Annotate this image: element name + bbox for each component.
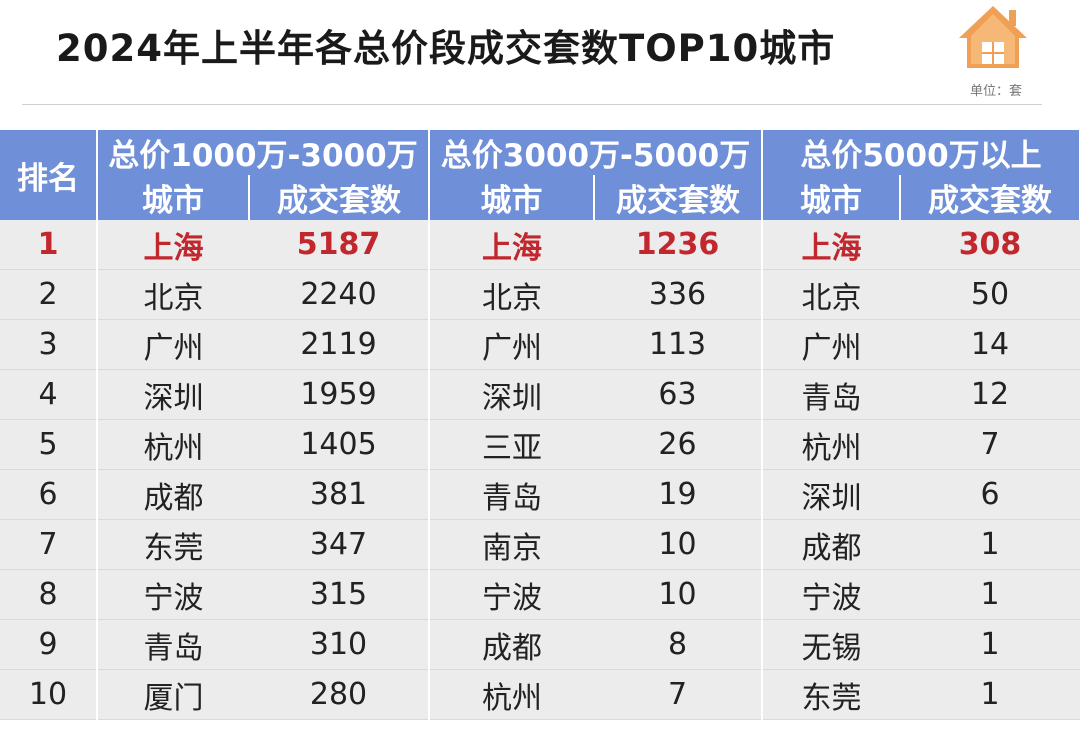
table-row: 3 广州 2119 广州 113 广州 14 <box>0 319 1080 370</box>
count-cell: 7 <box>594 669 763 720</box>
rank-cell: 5 <box>0 419 98 470</box>
city-cell: 杭州 <box>97 419 249 470</box>
count-cell: 50 <box>900 269 1080 320</box>
column-header: 成交套数 <box>249 175 430 220</box>
city-cell: 宁波 <box>762 569 900 620</box>
rank-cell: 6 <box>0 469 98 520</box>
count-cell: 2119 <box>249 319 430 370</box>
rank-cell: 7 <box>0 519 98 570</box>
count-cell: 315 <box>249 569 430 620</box>
rank-cell: 1 <box>0 220 98 270</box>
city-cell: 无锡 <box>762 619 900 670</box>
table-body: 1 上海 5187 上海 1236 上海 308 2 北京 2240 北京 336 北京 50 3 广州 211… <box>0 220 1080 720</box>
rank-cell: 2 <box>0 269 98 320</box>
city-cell: 北京 <box>762 269 900 320</box>
unit-label: 单位：套 <box>970 84 1023 99</box>
count-cell: 10 <box>594 569 763 620</box>
count-cell: 1405 <box>249 419 430 470</box>
city-cell: 北京 <box>97 269 249 320</box>
table-row: 9 青岛 310 成都 8 无锡 1 <box>0 619 1080 670</box>
count-cell: 310 <box>249 619 430 670</box>
count-cell: 63 <box>594 369 763 420</box>
count-cell: 2240 <box>249 269 430 320</box>
count-cell: 1 <box>900 669 1080 720</box>
city-cell: 上海 <box>762 220 900 270</box>
city-cell: 广州 <box>762 319 900 370</box>
city-cell: 成都 <box>762 519 900 570</box>
rank-cell: 10 <box>0 669 98 720</box>
column-header: 城市 <box>97 175 250 220</box>
count-cell: 5187 <box>249 220 430 270</box>
table-row: 7 东莞 347 南京 10 成都 1 <box>0 519 1080 570</box>
count-cell: 1 <box>900 569 1080 620</box>
table-row: 2 北京 2240 北京 336 北京 50 <box>0 269 1080 320</box>
count-cell: 12 <box>900 369 1080 420</box>
count-cell: 8 <box>594 619 763 670</box>
table-row: 1 上海 5187 上海 1236 上海 308 <box>0 220 1080 270</box>
table-row: 4 深圳 1959 深圳 63 青岛 12 <box>0 369 1080 420</box>
count-cell: 6 <box>900 469 1080 520</box>
count-cell: 381 <box>249 469 430 520</box>
city-cell: 青岛 <box>762 369 900 420</box>
city-cell: 广州 <box>97 319 249 370</box>
group-header: 总价1000万-3000万 <box>97 130 430 175</box>
city-cell: 成都 <box>97 469 249 520</box>
count-cell: 1236 <box>594 220 763 270</box>
city-cell: 深圳 <box>762 469 900 520</box>
count-cell: 113 <box>594 319 763 370</box>
city-cell: 青岛 <box>97 619 249 670</box>
count-cell: 308 <box>900 220 1080 270</box>
table-row: 8 宁波 315 宁波 10 宁波 1 <box>0 569 1080 620</box>
rank-cell: 3 <box>0 319 98 370</box>
table-row: 6 成都 381 青岛 19 深圳 6 <box>0 469 1080 520</box>
city-cell: 北京 <box>429 269 594 320</box>
count-cell: 10 <box>594 519 763 570</box>
count-cell: 7 <box>900 419 1080 470</box>
city-cell: 上海 <box>429 220 594 270</box>
city-cell: 深圳 <box>429 369 594 420</box>
house-icon <box>959 6 1027 68</box>
city-cell: 厦门 <box>97 669 249 720</box>
city-cell: 宁波 <box>429 569 594 620</box>
city-cell: 杭州 <box>429 669 594 720</box>
city-cell: 宁波 <box>97 569 249 620</box>
city-cell: 杭州 <box>762 419 900 470</box>
count-cell: 347 <box>249 519 430 570</box>
city-cell: 深圳 <box>97 369 249 420</box>
count-cell: 19 <box>594 469 763 520</box>
city-cell: 东莞 <box>97 519 249 570</box>
count-cell: 14 <box>900 319 1080 370</box>
count-cell: 280 <box>249 669 430 720</box>
count-cell: 1959 <box>249 369 430 420</box>
rank-cell: 4 <box>0 369 98 420</box>
header-sub-row: 城市 成交套数 城市 成交套数 城市 成交套数 <box>0 175 1080 220</box>
column-header: 城市 <box>762 175 901 220</box>
city-cell: 南京 <box>429 519 594 570</box>
city-cell: 东莞 <box>762 669 900 720</box>
rank-cell: 8 <box>0 569 98 620</box>
column-header: 城市 <box>429 175 595 220</box>
city-cell: 三亚 <box>429 419 594 470</box>
count-cell: 26 <box>594 419 763 470</box>
column-header: 成交套数 <box>594 175 763 220</box>
city-cell: 青岛 <box>429 469 594 520</box>
table-row: 10 厦门 280 杭州 7 东莞 1 <box>0 669 1080 720</box>
city-cell: 广州 <box>429 319 594 370</box>
group-header: 总价3000万-5000万 <box>429 130 763 175</box>
city-cell: 上海 <box>97 220 249 270</box>
column-header: 成交套数 <box>900 175 1080 220</box>
header-group-row: 排名 总价1000万-3000万 总价3000万-5000万 总价5000万以上 <box>0 130 1080 220</box>
group-header: 总价5000万以上 <box>762 130 1080 175</box>
count-cell: 1 <box>900 619 1080 670</box>
count-cell: 336 <box>594 269 763 320</box>
count-cell: 1 <box>900 519 1080 570</box>
table-row: 5 杭州 1405 三亚 26 杭州 7 <box>0 419 1080 470</box>
rank-cell: 9 <box>0 619 98 670</box>
page-title: 2024年上半年各总价段成交套数TOP10城市 <box>56 27 836 70</box>
ranking-table: 排名 总价1000万-3000万 总价3000万-5000万 总价5000万以上… <box>0 130 1080 720</box>
city-cell: 成都 <box>429 619 594 670</box>
divider <box>22 104 1042 105</box>
rank-header: 排名 <box>0 130 98 220</box>
